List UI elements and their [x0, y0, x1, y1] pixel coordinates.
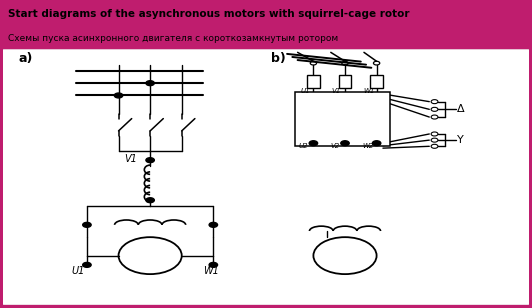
- Circle shape: [209, 262, 218, 267]
- Text: W1: W1: [203, 266, 219, 276]
- Text: Схемы пуска асинхронного двигателя с короткозамкнутым ротором: Схемы пуска асинхронного двигателя с кор…: [8, 34, 338, 43]
- Text: Start diagrams of the asynchronous motors with squirrel-cage rotor: Start diagrams of the asynchronous motor…: [8, 9, 410, 19]
- Circle shape: [309, 141, 318, 146]
- FancyBboxPatch shape: [2, 49, 530, 306]
- Bar: [295, 92, 390, 146]
- Text: U1: U1: [71, 266, 85, 276]
- Text: b): b): [271, 52, 286, 65]
- Text: Y: Y: [456, 135, 463, 145]
- Text: W1: W1: [363, 88, 375, 94]
- Circle shape: [146, 198, 154, 203]
- Text: V1: V1: [332, 88, 341, 94]
- Circle shape: [341, 141, 349, 146]
- Bar: [307, 75, 320, 88]
- Text: a): a): [19, 52, 33, 65]
- Circle shape: [146, 81, 154, 86]
- Text: U2: U2: [298, 144, 308, 149]
- Text: U1: U1: [300, 88, 310, 94]
- Text: W2: W2: [362, 144, 373, 149]
- Circle shape: [82, 262, 91, 267]
- Text: V2: V2: [330, 144, 339, 149]
- Text: Δ: Δ: [456, 104, 464, 114]
- Bar: [370, 75, 383, 88]
- Circle shape: [114, 93, 123, 98]
- Bar: [339, 75, 351, 88]
- Text: V1: V1: [124, 154, 137, 164]
- Circle shape: [82, 222, 91, 227]
- Circle shape: [372, 141, 381, 146]
- Circle shape: [146, 158, 154, 163]
- Circle shape: [209, 222, 218, 227]
